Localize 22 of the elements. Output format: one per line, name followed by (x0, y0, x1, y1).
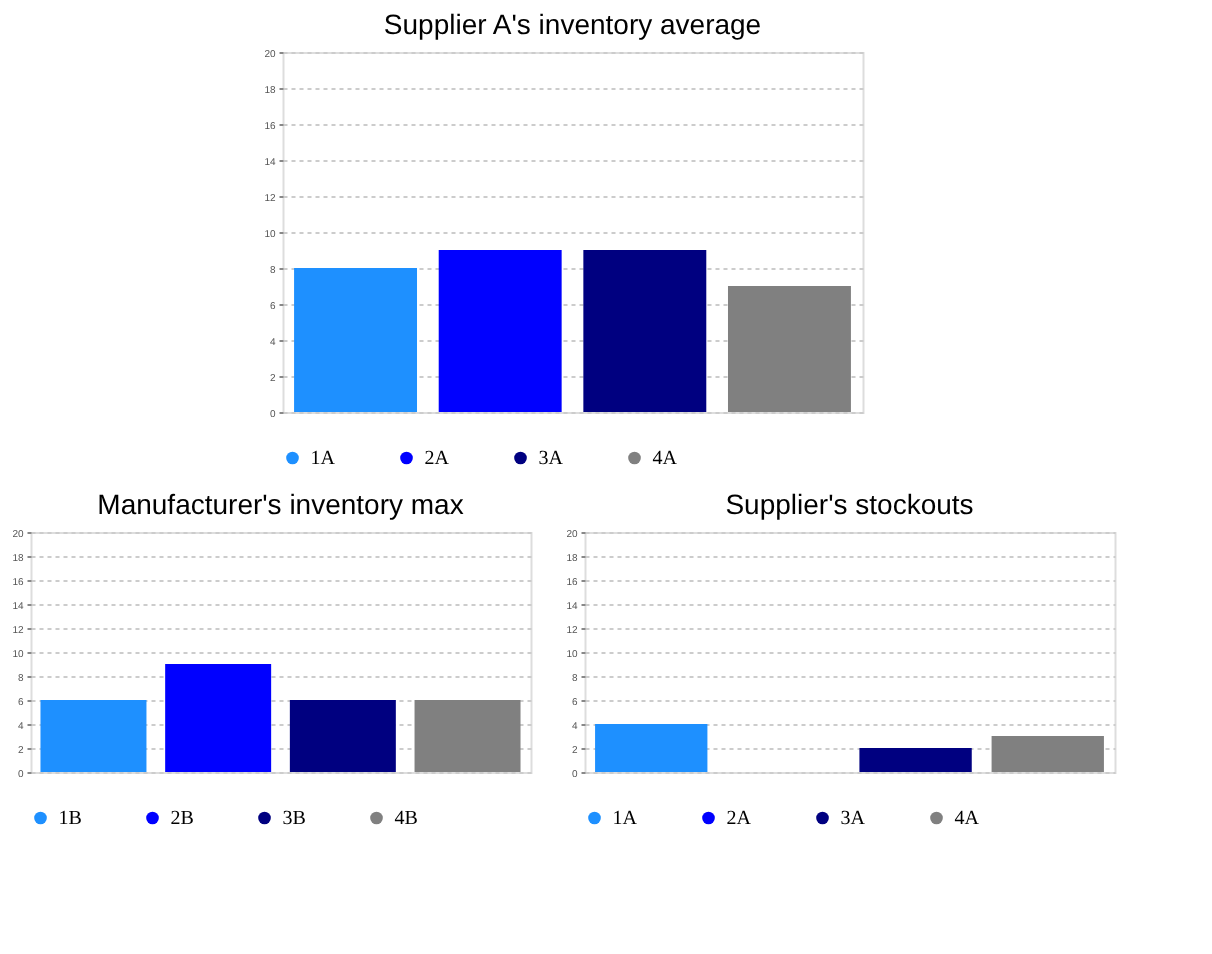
chart-title: Supplier's stockouts (725, 488, 974, 520)
bar (583, 250, 707, 412)
legend-label: 3A (840, 808, 867, 830)
bar (727, 286, 851, 412)
bar (859, 748, 972, 772)
legend-label: 1B (58, 808, 83, 830)
legend-label: 2A (726, 808, 753, 830)
legend-label: 4B (394, 808, 419, 830)
bar (438, 250, 562, 412)
legend-label: 2A (424, 448, 451, 470)
legend-label: 2B (170, 808, 195, 830)
chart-title: Manufacturer's inventory max (97, 488, 464, 520)
legend-label: 1A (310, 448, 337, 470)
bar (991, 736, 1104, 772)
chart-title: Supplier A's inventory average (383, 8, 762, 40)
legend-label: 4A (954, 808, 981, 830)
legend-label: 4A (652, 448, 679, 470)
legend-label: 1A (612, 808, 639, 830)
legend-label: 3A (538, 448, 565, 470)
legend-label: 3B (282, 808, 307, 830)
bar (595, 724, 708, 772)
bar (294, 268, 418, 412)
